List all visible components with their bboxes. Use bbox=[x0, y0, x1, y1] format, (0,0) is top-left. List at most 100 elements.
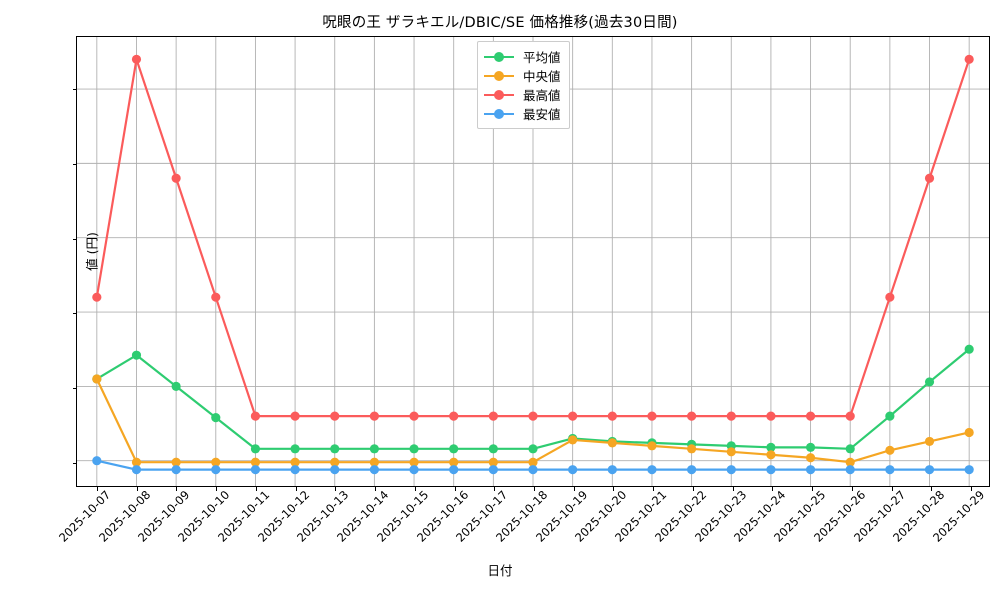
legend-item-平均値[interactable]: 平均値 bbox=[484, 47, 561, 66]
data-point bbox=[726, 447, 736, 457]
x-tick-mark bbox=[494, 486, 496, 491]
x-tick-mark bbox=[931, 486, 933, 491]
data-point bbox=[726, 411, 736, 421]
x-tick-mark bbox=[176, 486, 178, 491]
y-axis-label: 値 (円) bbox=[84, 232, 100, 271]
data-point bbox=[805, 442, 816, 452]
y-tick-mark bbox=[72, 462, 77, 464]
data-point bbox=[885, 411, 895, 421]
data-point bbox=[766, 465, 776, 475]
legend-label: 平均値 bbox=[523, 50, 561, 65]
legend-label: 最安値 bbox=[523, 107, 561, 122]
y-tick-mark bbox=[72, 163, 77, 165]
data-point bbox=[568, 435, 578, 445]
legend-label: 最高値 bbox=[523, 88, 561, 103]
data-point bbox=[211, 465, 221, 475]
data-point bbox=[369, 457, 379, 467]
data-point bbox=[92, 456, 102, 466]
data-point bbox=[409, 411, 419, 421]
x-tick-mark bbox=[812, 486, 814, 491]
data-point bbox=[964, 54, 974, 64]
data-point bbox=[528, 411, 538, 421]
data-point bbox=[211, 457, 221, 467]
data-point bbox=[330, 411, 340, 421]
data-point bbox=[250, 411, 261, 421]
data-point bbox=[131, 465, 142, 475]
x-tick-mark bbox=[136, 486, 138, 491]
series-平均値 bbox=[92, 344, 974, 454]
data-point bbox=[131, 457, 142, 467]
data-point bbox=[924, 436, 935, 446]
data-point bbox=[726, 465, 736, 475]
data-point bbox=[171, 465, 181, 475]
data-point bbox=[449, 457, 459, 467]
legend-item-最安値[interactable]: 最安値 bbox=[484, 104, 561, 123]
legend-item-最高値[interactable]: 最高値 bbox=[484, 85, 561, 104]
x-tick-mark bbox=[772, 486, 774, 491]
series-最安値 bbox=[92, 456, 974, 475]
x-tick-mark bbox=[216, 486, 218, 491]
data-point bbox=[766, 411, 776, 421]
data-point bbox=[885, 292, 895, 302]
x-tick-mark bbox=[653, 486, 655, 491]
data-point bbox=[885, 465, 895, 475]
x-tick-mark bbox=[454, 486, 456, 491]
data-point bbox=[211, 292, 221, 302]
legend-item-中央値[interactable]: 中央値 bbox=[484, 66, 561, 85]
data-point bbox=[131, 350, 142, 360]
y-tick-mark bbox=[72, 89, 77, 91]
data-point bbox=[964, 427, 974, 438]
chart-title: 呪眼の王 ザラキエル/DBIC/SE 価格推移(過去30日間) bbox=[322, 15, 678, 31]
data-point bbox=[171, 457, 181, 467]
data-point bbox=[924, 173, 935, 183]
data-point bbox=[607, 438, 617, 448]
data-point bbox=[290, 457, 300, 467]
data-point bbox=[647, 411, 657, 421]
legend-label: 中央値 bbox=[523, 69, 561, 84]
data-point bbox=[607, 411, 617, 421]
data-point bbox=[924, 377, 935, 387]
data-point bbox=[528, 465, 538, 475]
x-tick-mark bbox=[692, 486, 694, 491]
series-中央値 bbox=[92, 374, 974, 467]
data-point bbox=[687, 444, 697, 454]
data-point bbox=[568, 411, 578, 421]
x-tick-mark bbox=[534, 486, 535, 491]
data-point bbox=[766, 442, 776, 452]
legend-swatch-icon bbox=[484, 70, 514, 82]
x-tick-mark bbox=[335, 486, 337, 491]
data-point bbox=[964, 465, 974, 475]
data-point bbox=[330, 444, 340, 454]
data-point bbox=[369, 411, 379, 421]
data-point bbox=[964, 344, 974, 354]
data-point bbox=[488, 457, 498, 467]
y-tick-mark bbox=[72, 238, 77, 240]
data-point bbox=[330, 457, 340, 467]
data-point bbox=[488, 444, 498, 454]
data-point bbox=[449, 465, 459, 475]
x-tick-mark bbox=[414, 486, 416, 491]
data-point bbox=[647, 441, 657, 451]
data-point bbox=[131, 54, 142, 64]
x-tick-mark bbox=[375, 486, 377, 491]
x-tick-mark bbox=[613, 486, 615, 491]
x-tick-mark bbox=[891, 486, 893, 491]
data-point bbox=[687, 465, 697, 475]
data-point bbox=[528, 444, 538, 454]
data-point bbox=[528, 457, 538, 467]
y-tick-mark bbox=[72, 387, 77, 389]
data-series-layer bbox=[92, 54, 974, 475]
data-point bbox=[290, 444, 300, 454]
legend-swatch-icon bbox=[484, 108, 514, 120]
legend-swatch-icon bbox=[484, 89, 514, 101]
series-最高値 bbox=[92, 54, 974, 421]
data-point bbox=[607, 465, 617, 475]
x-tick-mark bbox=[573, 486, 575, 491]
data-point bbox=[409, 457, 419, 467]
y-tick-mark bbox=[72, 313, 77, 315]
data-point bbox=[409, 465, 419, 475]
legend-swatch-icon bbox=[484, 51, 514, 63]
x-tick-mark bbox=[732, 486, 734, 491]
data-point bbox=[805, 453, 816, 463]
